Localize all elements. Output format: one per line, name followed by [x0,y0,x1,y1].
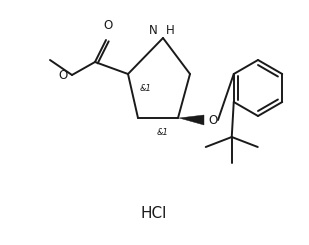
Text: H: H [166,24,175,37]
Text: N: N [149,24,158,37]
Text: &1: &1 [140,84,152,93]
Polygon shape [179,115,204,125]
Text: O: O [59,69,68,82]
Text: HCl: HCl [141,206,167,220]
Text: &1: &1 [156,128,168,137]
Text: O: O [104,19,112,32]
Text: O: O [208,113,218,126]
